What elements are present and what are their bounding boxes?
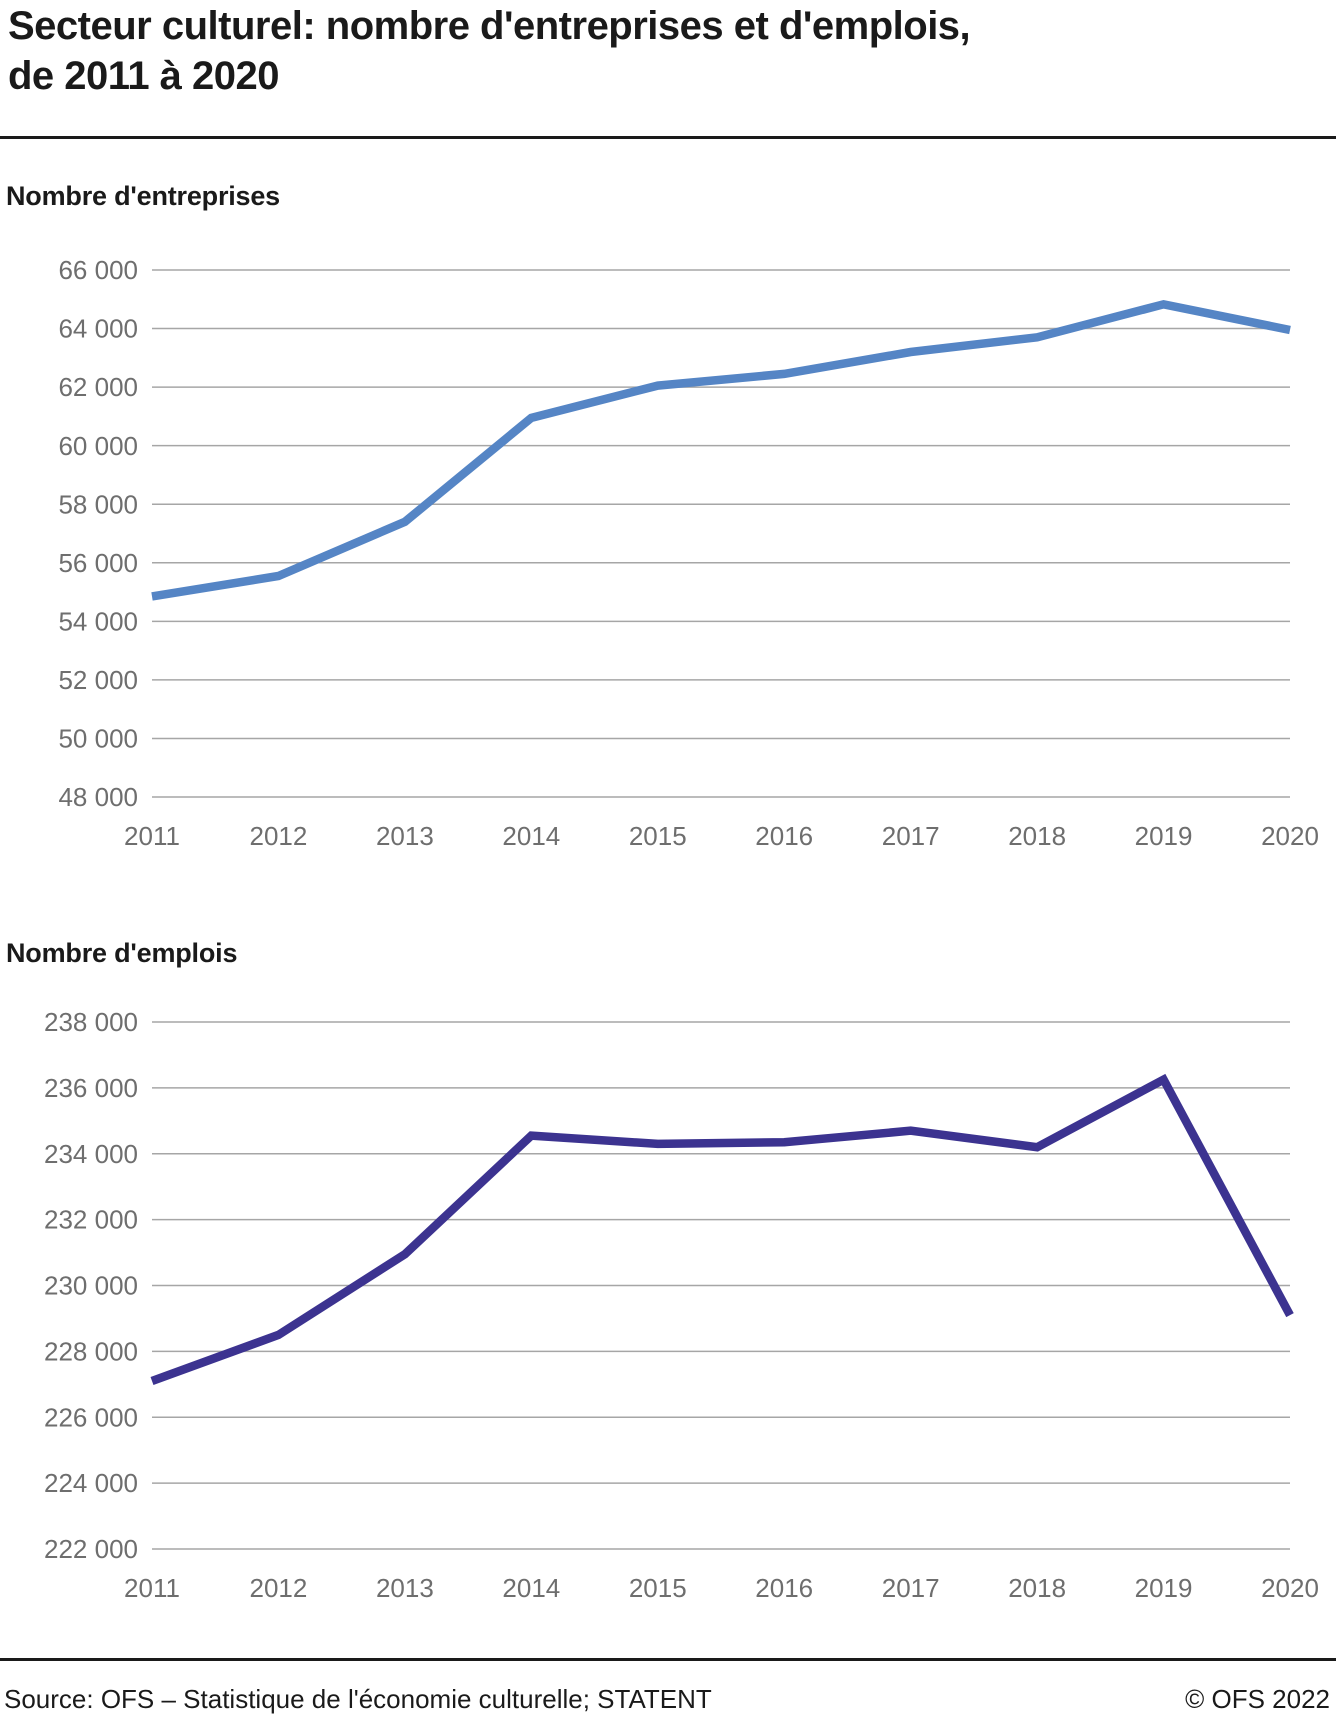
x-axis-label: 2014 <box>502 821 560 851</box>
x-axis-label: 2015 <box>629 821 687 851</box>
footer-source: Source: OFS – Statistique de l'économie … <box>4 1684 712 1714</box>
y-axis-label: 54 000 <box>58 606 138 636</box>
y-axis-label: 226 000 <box>44 1402 138 1432</box>
x-axis-label: 2015 <box>629 1573 687 1603</box>
x-axis-label: 2014 <box>502 1573 560 1603</box>
x-axis-label: 2016 <box>755 1573 813 1603</box>
y-axis-label: 58 000 <box>58 489 138 519</box>
y-axis-label: 238 000 <box>44 1007 138 1037</box>
x-axis-label: 2019 <box>1135 821 1193 851</box>
x-axis-label: 2018 <box>1008 821 1066 851</box>
page-title-line-2: de 2011 à 2020 <box>8 53 280 98</box>
footer: Source: OFS – Statistique de l'économie … <box>4 1684 1330 1715</box>
y-axis-label: 66 000 <box>58 255 138 285</box>
line-chart-entreprises: 66 000 64 000 62 000 60 000 58 000 56 000 54 0… <box>58 255 1319 851</box>
y-axis-label: 60 000 <box>58 431 138 461</box>
x-axis-label: 2011 <box>124 821 180 851</box>
y-axis-label: 222 000 <box>44 1534 138 1564</box>
chart-subtitle-entreprises: Nombre d'entreprises <box>6 181 281 211</box>
footer-rule <box>0 1658 1336 1661</box>
x-axis-label: 2013 <box>376 821 434 851</box>
y-axis-label: 62 000 <box>58 372 138 402</box>
x-axis-label: 2020 <box>1261 821 1319 851</box>
y-axis-label: 236 000 <box>44 1073 138 1103</box>
y-axis-label: 50 000 <box>58 724 138 754</box>
x-axis-label: 2020 <box>1261 1573 1319 1603</box>
x-axis-label: 2012 <box>250 821 308 851</box>
line-chart-emplois: 238 000 236 000 234 000 232 000 230 000 228 0… <box>44 1007 1319 1603</box>
y-axis-label: 230 000 <box>44 1271 138 1301</box>
page-title-line-1: Secteur culturel: nombre d'entreprises e… <box>8 4 971 48</box>
y-axis-label: 232 000 <box>44 1205 138 1235</box>
x-axis-label: 2013 <box>376 1573 434 1603</box>
data-line <box>150 1073 1294 1385</box>
x-axis-label: 2017 <box>882 821 940 851</box>
y-axis-label: 64 000 <box>58 314 138 344</box>
y-axis-label: 48 000 <box>58 782 138 812</box>
x-axis-label: 2011 <box>124 1573 180 1603</box>
chart-subtitle-emplois: Nombre d'emplois <box>6 938 238 968</box>
y-axis-label: 228 000 <box>44 1336 138 1366</box>
x-axis-label: 2018 <box>1008 1573 1066 1603</box>
title-rule <box>0 136 1336 139</box>
x-axis-label: 2019 <box>1135 1573 1193 1603</box>
page-title: Secteur culturel: nombre d'entreprises e… <box>8 2 1328 101</box>
y-axis-label: 234 000 <box>44 1139 138 1169</box>
footer-copyright: © OFS 2022 <box>1185 1684 1330 1714</box>
y-axis-label: 52 000 <box>58 665 138 695</box>
x-axis-label: 2012 <box>250 1573 308 1603</box>
y-axis-label: 56 000 <box>58 548 138 578</box>
data-line <box>151 299 1291 601</box>
x-axis-label: 2016 <box>755 821 813 851</box>
y-axis-label: 224 000 <box>44 1468 138 1498</box>
x-axis-label: 2017 <box>882 1573 940 1603</box>
